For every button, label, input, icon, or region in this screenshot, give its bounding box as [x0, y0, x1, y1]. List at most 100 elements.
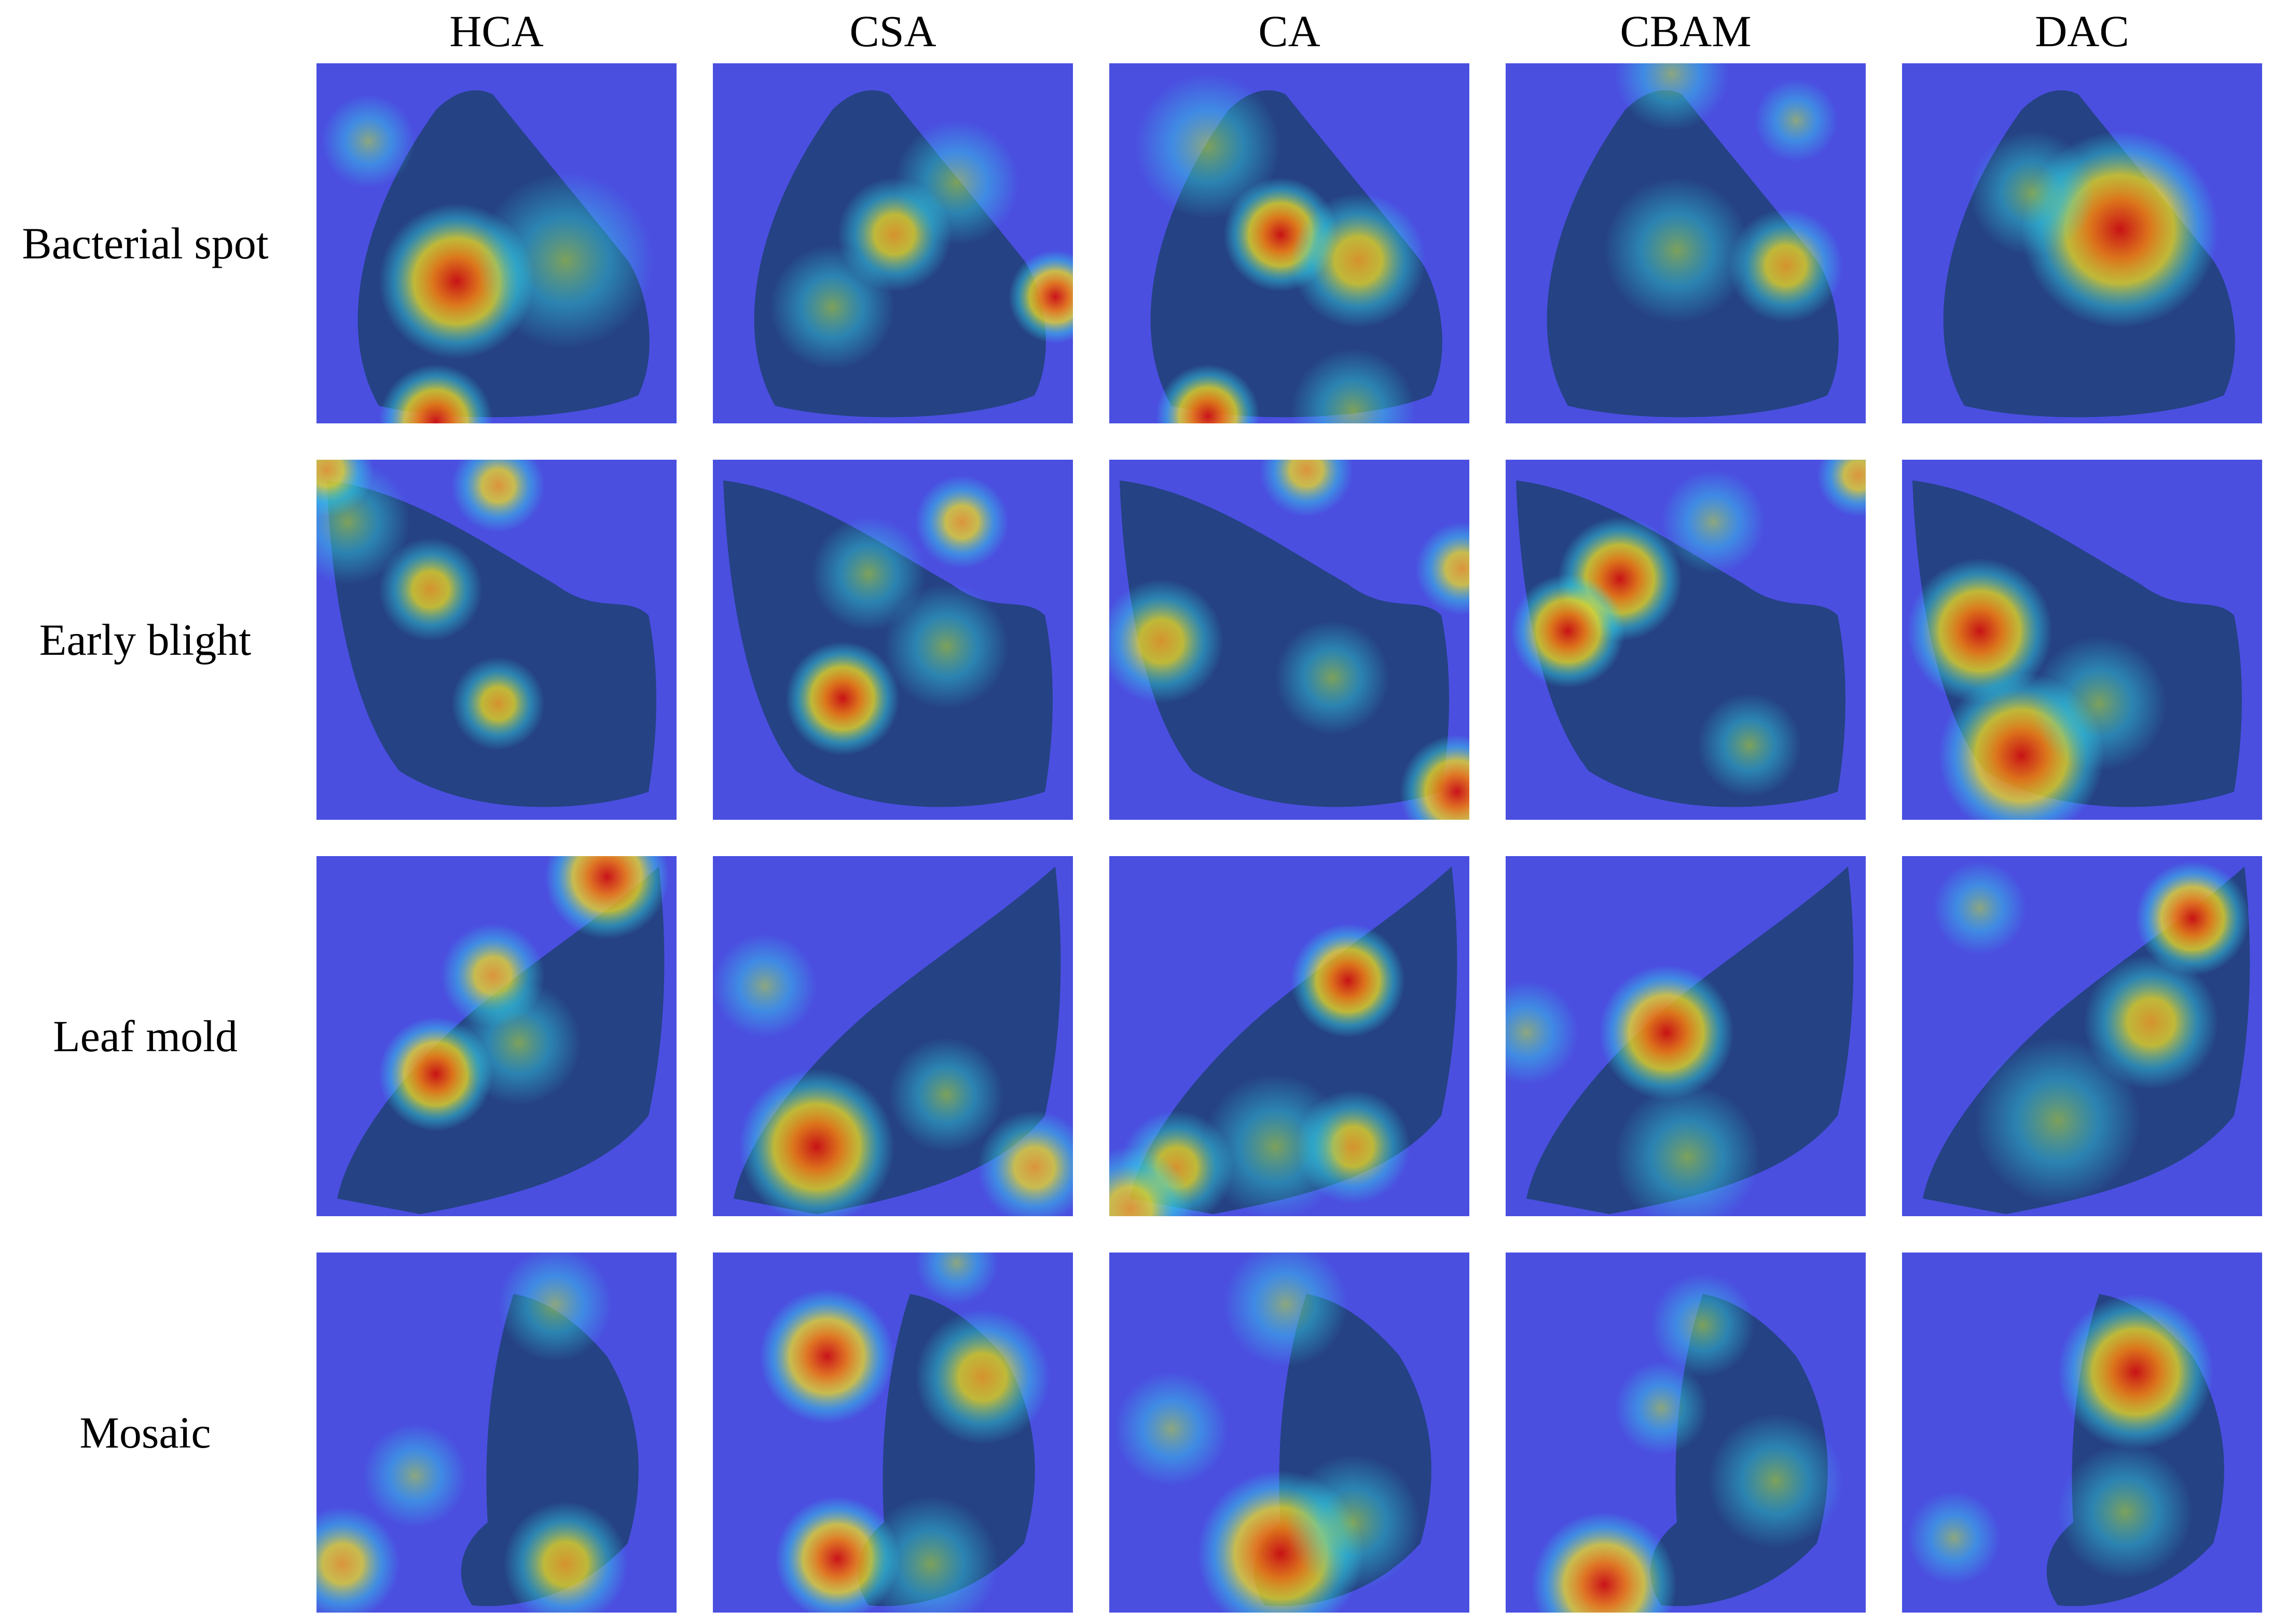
- activation-blob: [1400, 735, 1469, 820]
- activation-blob: [503, 1502, 628, 1613]
- heatmap-cell-ca-bacterial-spot: [1109, 63, 1469, 423]
- row-label-text: Early blight: [39, 615, 252, 665]
- heatmap-cell-csa-bacterial-spot: [713, 63, 1073, 423]
- activation-blob: [477, 172, 654, 349]
- heatmap-cell-csa-mosaic: [713, 1253, 1073, 1613]
- heatmap-image: [1506, 63, 1866, 423]
- activation-blob: [1708, 1413, 1843, 1548]
- activation-blob: [1415, 522, 1469, 615]
- activation-blob: [863, 1496, 998, 1613]
- col-header-label: DAC: [2035, 6, 2129, 56]
- activation-blob: [379, 364, 493, 423]
- heatmap-cell-hca-early-blight: [316, 460, 677, 820]
- activation-blob: [2032, 636, 2167, 771]
- heatmap-cell-csa-leaf-mold: [713, 856, 1073, 1216]
- heatmap-cell-hca-leaf-mold: [316, 856, 677, 1216]
- row-label-text: Mosaic: [79, 1408, 211, 1457]
- activation-blob: [1651, 1273, 1755, 1377]
- activation-blob: [1260, 460, 1353, 517]
- heatmap-cell-cbam-mosaic: [1506, 1253, 1866, 1613]
- activation-blob: [451, 657, 545, 750]
- activation-blob: [1291, 349, 1415, 423]
- activation-blob: [1203, 1074, 1348, 1216]
- heatmap-image: [1109, 460, 1469, 820]
- heatmap-cell-cbam-bacterial-spot: [1506, 63, 1866, 423]
- row-label-text: Leaf mold: [53, 1011, 238, 1061]
- activation-blob: [1511, 574, 1625, 688]
- heatmap-cell-dac-leaf-mold: [1902, 856, 2262, 1216]
- col-header-label: CSA: [849, 6, 936, 56]
- activation-blob: [545, 856, 669, 939]
- activation-blob: [1599, 965, 1734, 1100]
- activation-blob: [1975, 1038, 2141, 1204]
- heatmap-cell-cbam-leaf-mold: [1506, 856, 1866, 1216]
- activation-blob: [2058, 1294, 2213, 1450]
- heatmap-cell-dac-early-blight: [1902, 460, 2262, 820]
- col-header-cbam: CBAM: [1506, 0, 1866, 62]
- activation-blob: [322, 94, 415, 188]
- activation-blob: [1615, 1084, 1760, 1216]
- row-label-early-blight: Early blight: [0, 460, 291, 820]
- heatmap-cell-dac-mosaic: [1902, 1253, 2262, 1613]
- activation-blob: [894, 120, 1019, 245]
- activation-blob: [1698, 693, 1801, 797]
- heatmap-image: [1109, 1253, 1469, 1613]
- activation-blob: [451, 460, 545, 532]
- activation-blob: [1532, 1512, 1677, 1613]
- heatmap-image: [316, 63, 677, 423]
- col-header-ca: CA: [1109, 0, 1469, 62]
- activation-blob: [915, 1310, 1050, 1444]
- activation-blob: [786, 641, 900, 755]
- heatmap-cell-hca-bacterial-spot: [316, 63, 677, 423]
- heatmap-image: [713, 1253, 1073, 1613]
- activation-blob: [2058, 1444, 2193, 1579]
- activation-blob: [739, 1069, 894, 1216]
- activation-blob: [915, 1253, 998, 1304]
- activation-blob: [379, 538, 483, 641]
- activation-blob: [1661, 470, 1765, 574]
- activation-blob: [915, 475, 1009, 569]
- activation-blob: [1109, 579, 1223, 704]
- col-header-dac: DAC: [1902, 0, 2262, 62]
- activation-blob: [1109, 1147, 1192, 1216]
- activation-blob: [760, 1289, 894, 1424]
- activation-blob: [889, 1038, 1003, 1152]
- heatmap-cell-dac-bacterial-spot: [1902, 63, 2262, 423]
- activation-blob: [1114, 1372, 1229, 1486]
- activation-blob: [713, 934, 817, 1038]
- activation-blob: [1907, 1491, 2001, 1585]
- col-header-label: CBAM: [1620, 6, 1752, 56]
- heatmap-cell-ca-leaf-mold: [1109, 856, 1469, 1216]
- activation-blob: [316, 460, 374, 517]
- activation-blob: [1907, 558, 2052, 704]
- leaf-silhouette: [1120, 480, 1449, 807]
- activation-blob: [1969, 131, 2094, 255]
- activation-blob: [457, 981, 581, 1105]
- row-label-mosaic: Mosaic: [0, 1253, 291, 1613]
- heatmap-cell-hca-mosaic: [316, 1253, 677, 1613]
- heatmap-image: [1902, 460, 2262, 820]
- heatmap-image: [1506, 460, 1866, 820]
- heatmap-image: [1902, 856, 2262, 1216]
- activation-blob: [316, 1507, 400, 1613]
- activation-blob: [1291, 193, 1426, 328]
- heatmap-cell-ca-early-blight: [1109, 460, 1469, 820]
- activation-blob: [363, 1424, 467, 1527]
- row-label-text: Bacterial spot: [22, 218, 269, 268]
- activation-blob: [1615, 1361, 1708, 1455]
- activation-blob: [1286, 1455, 1421, 1590]
- activation-blob: [770, 245, 894, 369]
- activation-blob: [811, 517, 926, 631]
- activation-blob: [498, 1253, 612, 1361]
- row-label-bacterial-spot: Bacterial spot: [0, 63, 291, 423]
- heatmap-image: [316, 460, 677, 820]
- row-label-leaf-mold: Leaf mold: [0, 856, 291, 1216]
- heatmap-image: [1506, 1253, 1866, 1613]
- activation-blob: [1275, 621, 1389, 735]
- heatmap-image: [316, 856, 677, 1216]
- activation-blob: [977, 1110, 1073, 1216]
- activation-blob: [1729, 209, 1843, 323]
- activation-blob: [2136, 861, 2250, 975]
- heatmap-image: [1109, 63, 1469, 423]
- heatmap-image: [316, 1253, 677, 1613]
